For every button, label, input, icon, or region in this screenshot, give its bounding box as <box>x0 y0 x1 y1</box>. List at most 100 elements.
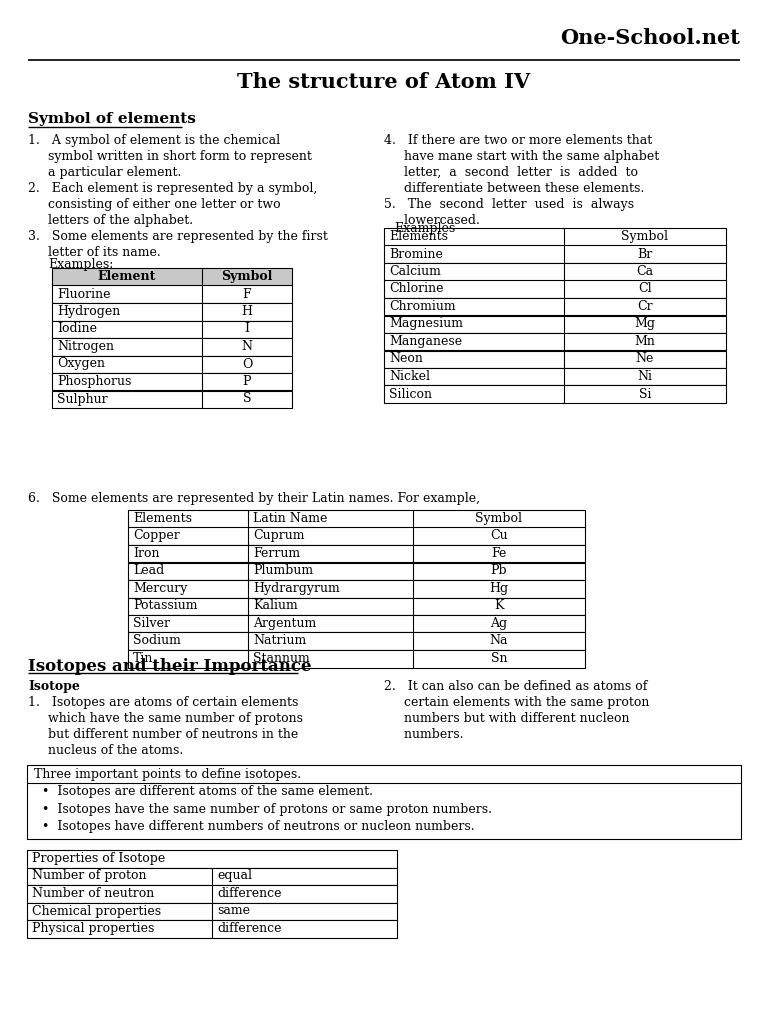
Text: Stannum: Stannum <box>253 652 310 665</box>
Text: Number of proton: Number of proton <box>32 869 147 883</box>
Text: P: P <box>243 375 251 388</box>
Text: Symbol: Symbol <box>475 512 522 525</box>
Bar <box>128 633 585 650</box>
Text: Examples: Examples <box>394 222 455 234</box>
Text: Copper: Copper <box>133 529 180 543</box>
Text: Phosphorus: Phosphorus <box>57 375 131 388</box>
Bar <box>128 562 585 580</box>
Text: Oxygen: Oxygen <box>57 357 105 371</box>
Text: Kalium: Kalium <box>253 599 298 612</box>
Text: H: H <box>241 305 253 318</box>
Bar <box>52 338 292 355</box>
Bar <box>27 867 397 885</box>
Text: Magnesium: Magnesium <box>389 317 463 331</box>
Bar <box>128 510 585 527</box>
Text: difference: difference <box>217 887 282 900</box>
Text: Sulphur: Sulphur <box>57 392 108 406</box>
Bar <box>384 315 726 333</box>
Text: 6.   Some elements are represented by their Latin names. For example,: 6. Some elements are represented by thei… <box>28 492 480 505</box>
Text: •  Isotopes have different numbers of neutrons or nucleon numbers.: • Isotopes have different numbers of neu… <box>42 820 475 833</box>
Bar <box>27 902 397 920</box>
Text: One-School.net: One-School.net <box>560 28 740 48</box>
Text: The structure of Atom IV: The structure of Atom IV <box>237 72 531 92</box>
Bar <box>384 263 726 281</box>
Text: Silicon: Silicon <box>389 387 432 400</box>
Bar <box>27 885 397 902</box>
Text: Physical properties: Physical properties <box>32 922 154 935</box>
Text: S: S <box>243 392 251 406</box>
Text: Mn: Mn <box>634 335 655 348</box>
Bar <box>384 350 726 368</box>
Text: 2.   Each element is represented by a symbol,
     consisting of either one lett: 2. Each element is represented by a symb… <box>28 182 317 227</box>
Text: Latin Name: Latin Name <box>253 512 327 525</box>
Text: Ne: Ne <box>636 352 654 366</box>
Text: Symbol of elements: Symbol of elements <box>28 112 196 126</box>
Text: Iron: Iron <box>133 547 160 560</box>
Bar <box>384 228 726 246</box>
Text: Chlorine: Chlorine <box>389 283 443 296</box>
Bar <box>128 527 585 545</box>
Bar <box>384 333 726 350</box>
Text: Fe: Fe <box>492 547 507 560</box>
Text: Br: Br <box>637 248 653 260</box>
Text: Na: Na <box>490 635 508 647</box>
Text: Natrium: Natrium <box>253 635 306 647</box>
Bar <box>52 390 292 408</box>
Text: F: F <box>243 288 251 300</box>
Bar <box>128 650 585 668</box>
Text: Cuprum: Cuprum <box>253 529 304 543</box>
Text: Neon: Neon <box>389 352 423 366</box>
Text: same: same <box>217 904 250 918</box>
Text: Manganese: Manganese <box>389 335 462 348</box>
Text: O: O <box>242 357 252 371</box>
Text: Ca: Ca <box>637 265 654 278</box>
Bar <box>128 615 585 633</box>
Bar <box>384 246 726 263</box>
Bar <box>384 368 726 385</box>
Bar <box>128 545 585 562</box>
Text: Lead: Lead <box>133 564 164 578</box>
Text: Potassium: Potassium <box>133 599 197 612</box>
Text: 4.   If there are two or more elements that
     have mane start with the same a: 4. If there are two or more elements tha… <box>384 134 659 195</box>
Text: Cu: Cu <box>490 529 508 543</box>
Bar <box>128 597 585 615</box>
Text: Si: Si <box>639 387 651 400</box>
Text: Sn: Sn <box>491 652 507 665</box>
Text: Sodium: Sodium <box>133 635 181 647</box>
Bar <box>27 850 397 867</box>
Bar <box>52 303 292 321</box>
Text: Hydrargyrum: Hydrargyrum <box>253 582 339 595</box>
Text: Ag: Ag <box>491 617 508 630</box>
Bar <box>52 373 292 390</box>
Text: Silver: Silver <box>133 617 170 630</box>
Text: Hydrogen: Hydrogen <box>57 305 121 318</box>
Text: Properties of Isotope: Properties of Isotope <box>32 852 165 865</box>
Bar <box>384 385 726 403</box>
Text: Examples:: Examples: <box>48 258 114 271</box>
Text: Cl: Cl <box>638 283 652 296</box>
Bar <box>27 765 741 839</box>
Text: Number of neutron: Number of neutron <box>32 887 154 900</box>
Bar <box>27 920 397 938</box>
Text: Isotopes and their Importance: Isotopes and their Importance <box>28 658 312 675</box>
Text: 1.   A symbol of element is the chemical
     symbol written in short form to re: 1. A symbol of element is the chemical s… <box>28 134 312 179</box>
Text: Calcium: Calcium <box>389 265 441 278</box>
Bar <box>52 321 292 338</box>
Text: 5.   The  second  letter  used  is  always
     lowercased.: 5. The second letter used is always lowe… <box>384 198 634 227</box>
Text: Mercury: Mercury <box>133 582 187 595</box>
Text: Three important points to define isotopes.: Three important points to define isotope… <box>34 768 301 781</box>
Text: Ferrum: Ferrum <box>253 547 300 560</box>
Text: Ni: Ni <box>637 370 653 383</box>
Text: Chromium: Chromium <box>389 300 455 313</box>
Text: Hg: Hg <box>489 582 508 595</box>
Text: Iodine: Iodine <box>57 323 97 336</box>
Text: •  Isotopes are different atoms of the same element.: • Isotopes are different atoms of the sa… <box>42 785 373 798</box>
Text: Fluorine: Fluorine <box>57 288 111 300</box>
Text: Isotope: Isotope <box>28 680 80 693</box>
Bar <box>384 281 726 298</box>
Text: K: K <box>495 599 504 612</box>
Text: Symbol: Symbol <box>621 230 668 243</box>
Text: Argentum: Argentum <box>253 617 316 630</box>
Text: I: I <box>244 323 250 336</box>
Text: 3.   Some elements are represented by the first
     letter of its name.: 3. Some elements are represented by the … <box>28 230 328 259</box>
